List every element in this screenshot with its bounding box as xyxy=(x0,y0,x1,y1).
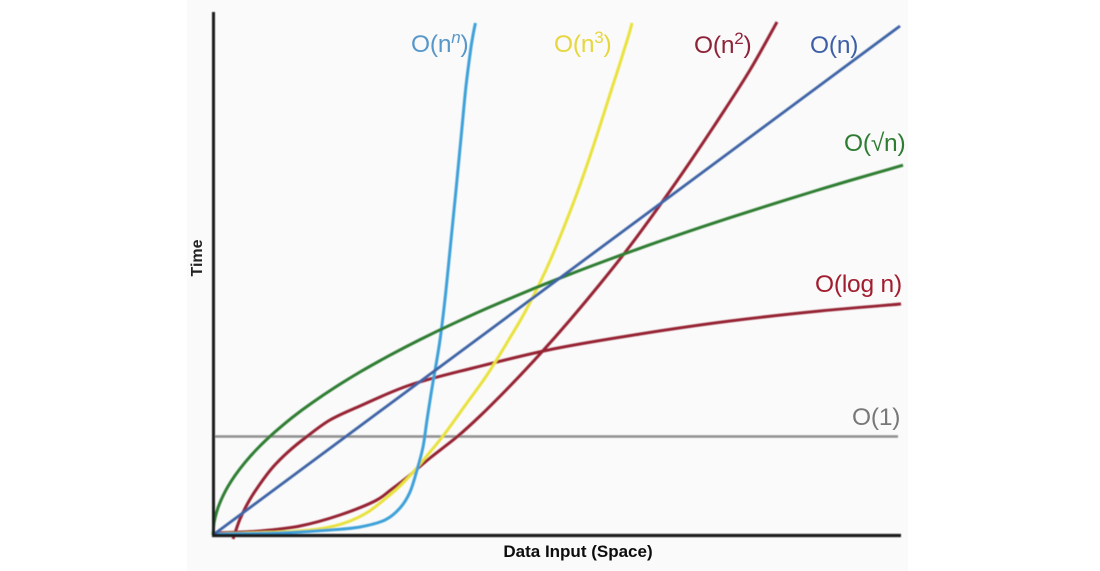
svg-text:O(n): O(n) xyxy=(810,32,858,59)
svg-text:O(1): O(1) xyxy=(852,404,900,431)
svg-text:Data Input (Space): Data Input (Space) xyxy=(503,542,652,561)
svg-text:O(n2): O(n2) xyxy=(694,29,751,59)
svg-text:Time: Time xyxy=(189,239,206,276)
svg-text:O(log n): O(log n) xyxy=(815,271,902,298)
svg-text:O(√n): O(√n) xyxy=(844,130,905,157)
svg-text:O(n3): O(n3) xyxy=(554,28,611,58)
svg-text:O(nn): O(nn) xyxy=(411,28,468,58)
